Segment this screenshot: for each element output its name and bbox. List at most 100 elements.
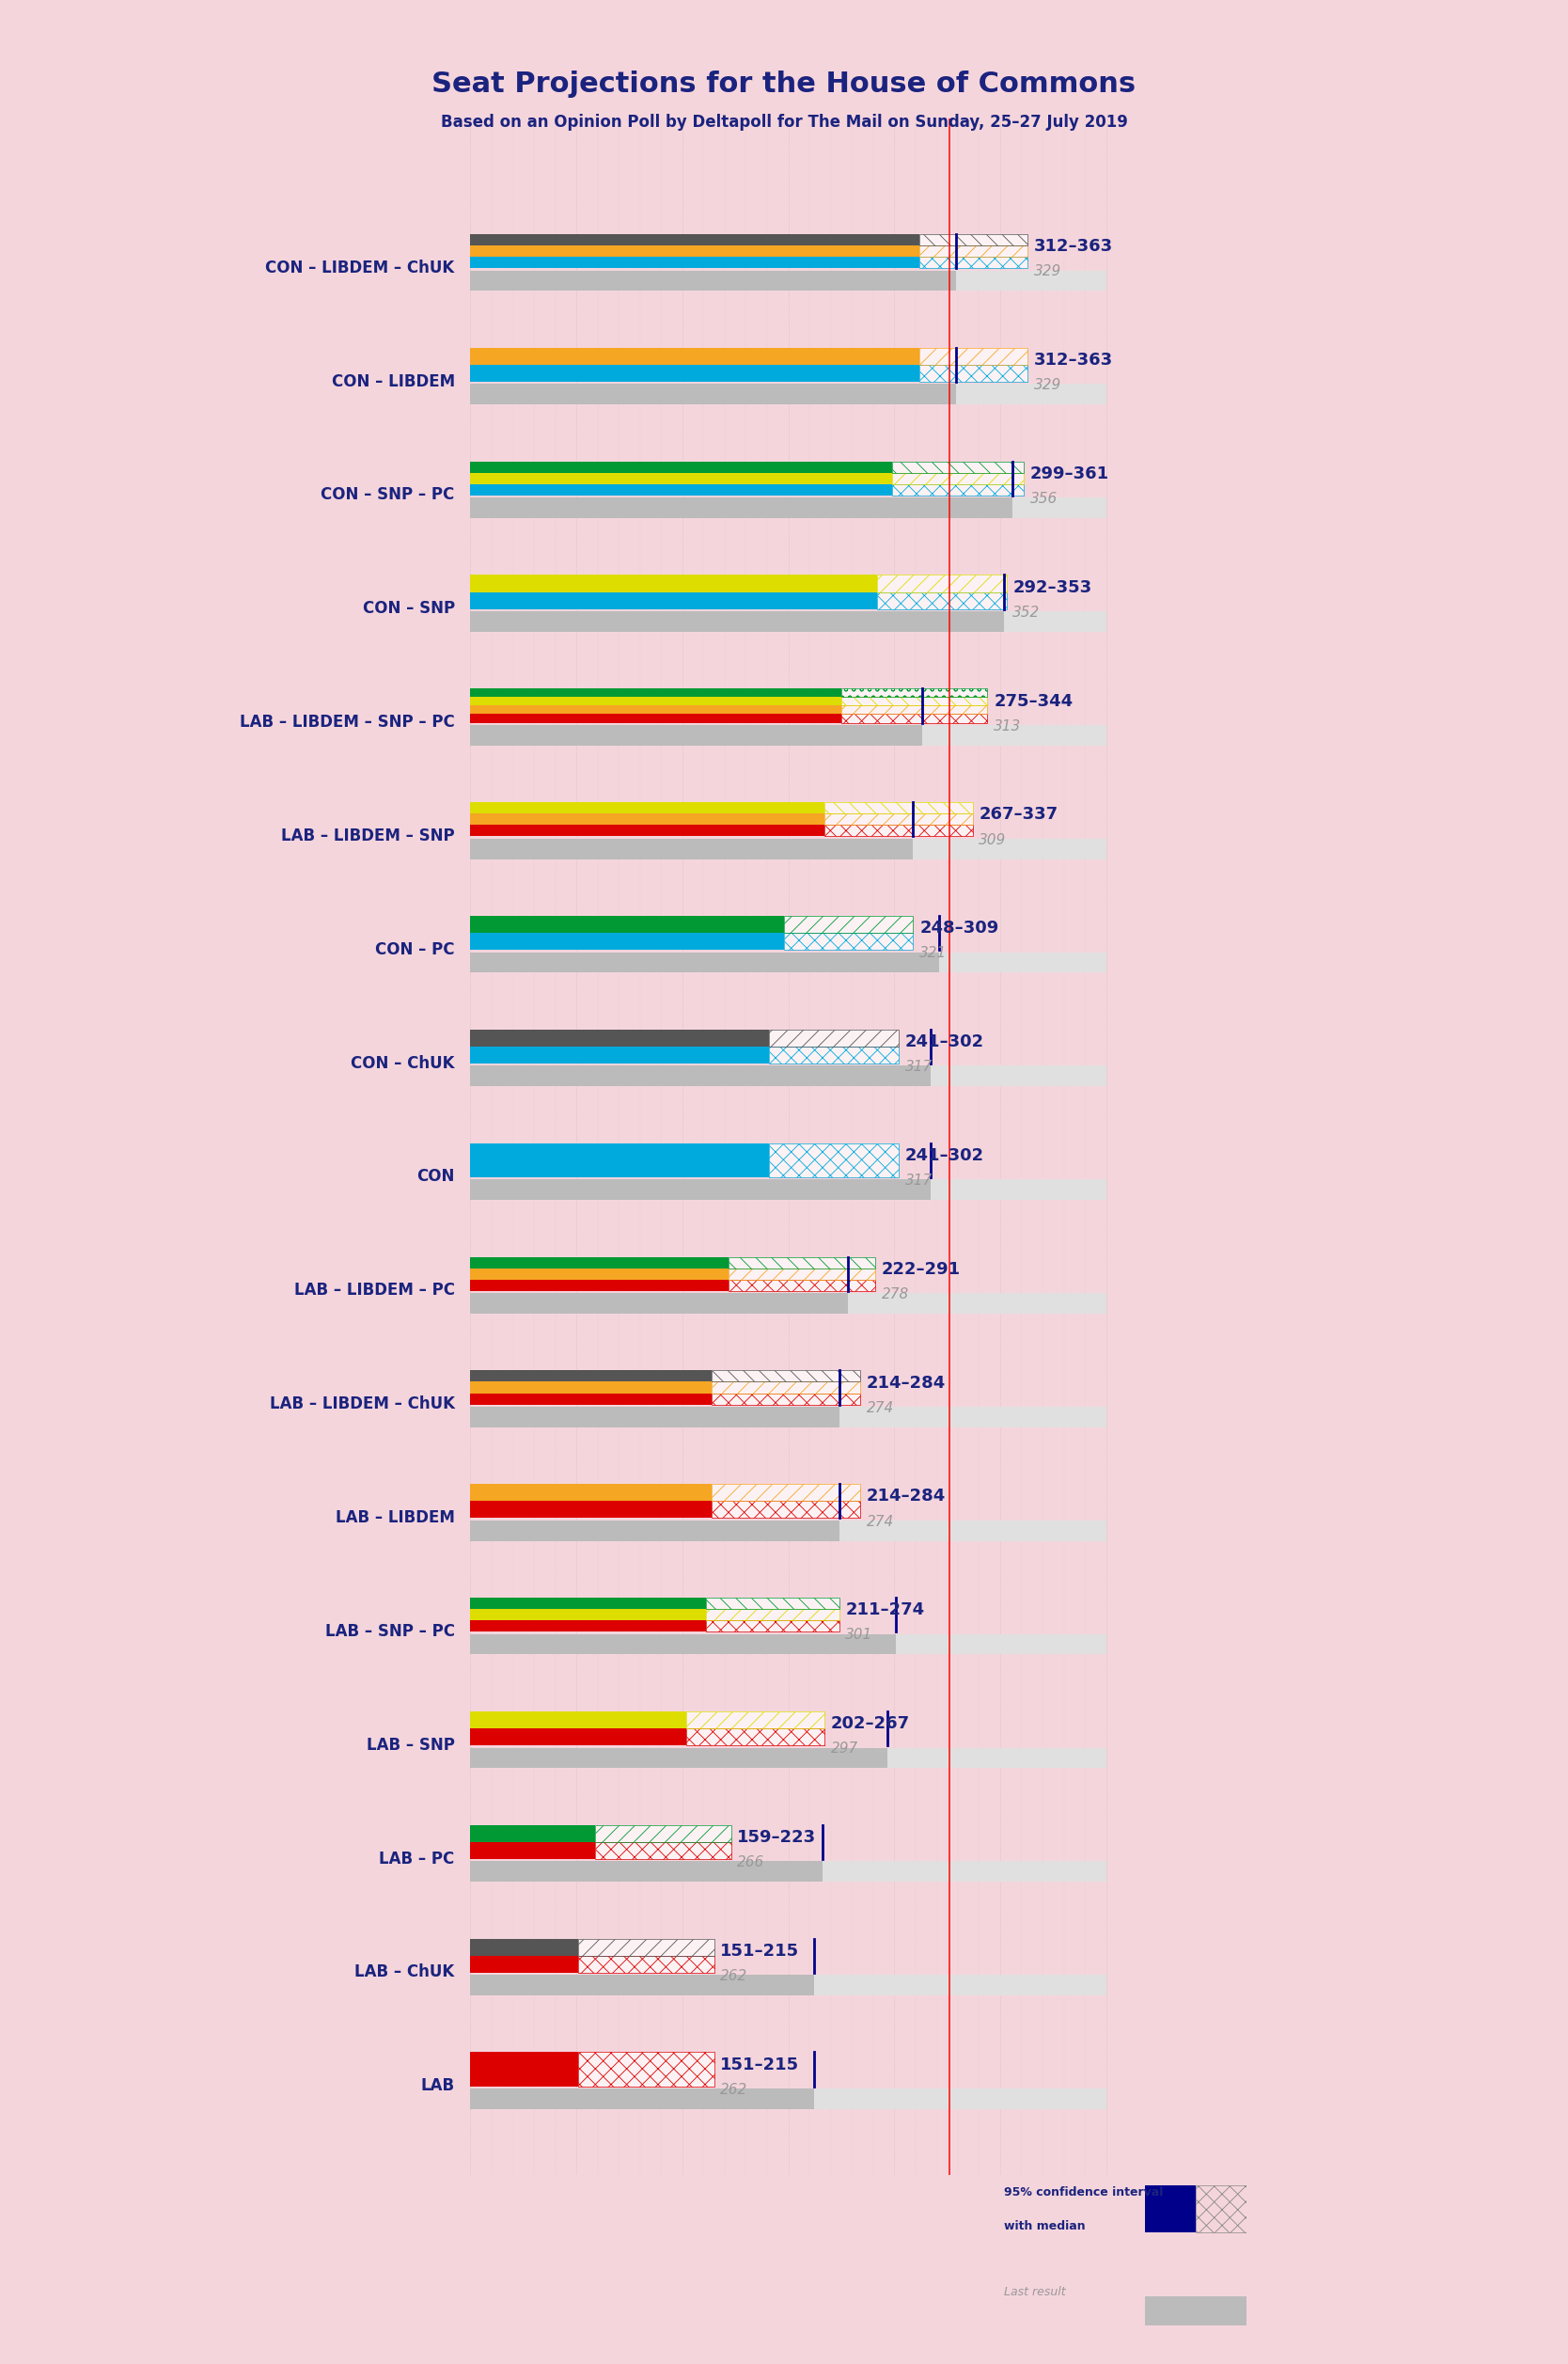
Bar <box>892 461 1024 473</box>
Bar <box>840 697 988 707</box>
Bar <box>706 1610 839 1619</box>
Bar <box>470 1712 687 1728</box>
Bar <box>712 1381 861 1392</box>
Bar <box>712 1485 861 1501</box>
Bar <box>470 348 919 364</box>
Text: 266: 266 <box>737 1856 765 1870</box>
Bar <box>470 726 1105 745</box>
Bar <box>470 1860 822 1882</box>
Text: 329: 329 <box>1033 265 1062 279</box>
Text: 317: 317 <box>905 1173 933 1187</box>
Bar <box>919 364 1027 383</box>
Bar <box>892 485 1024 496</box>
Bar <box>784 915 913 934</box>
Bar <box>470 1371 712 1381</box>
Text: 151–215: 151–215 <box>720 2057 800 2073</box>
Bar <box>470 1747 887 1768</box>
Text: 151–215: 151–215 <box>720 1943 800 1960</box>
Bar <box>470 1955 579 1972</box>
Bar <box>470 1267 729 1279</box>
Text: 241–302: 241–302 <box>905 1033 983 1050</box>
Text: 202–267: 202–267 <box>831 1716 909 1733</box>
Bar <box>470 1258 729 1267</box>
Bar <box>470 2087 814 2109</box>
Text: 214–284: 214–284 <box>867 1487 946 1506</box>
Bar <box>892 473 1024 485</box>
Bar <box>706 1619 839 1631</box>
Bar <box>470 1392 712 1404</box>
Bar <box>470 234 919 246</box>
Bar <box>579 1938 713 1955</box>
Bar <box>1195 2184 1247 2232</box>
Bar <box>729 1267 875 1279</box>
Bar <box>919 348 1027 364</box>
Bar <box>596 1842 731 1858</box>
Bar <box>706 1598 839 1610</box>
Bar <box>919 348 1027 364</box>
Bar <box>470 269 1105 291</box>
Text: 275–344: 275–344 <box>994 693 1073 709</box>
Bar <box>784 915 913 934</box>
Bar <box>877 591 1007 610</box>
Bar <box>919 246 1027 258</box>
Bar <box>840 707 988 714</box>
Bar <box>470 1938 579 1955</box>
Text: 248–309: 248–309 <box>919 920 999 936</box>
Bar <box>840 697 988 707</box>
Bar <box>840 714 988 723</box>
Bar <box>825 813 972 825</box>
Bar <box>470 934 784 950</box>
Bar <box>729 1279 875 1291</box>
Bar <box>470 1180 930 1201</box>
Bar <box>470 697 840 707</box>
Text: Last result: Last result <box>1004 2286 1065 2298</box>
Bar <box>470 953 939 972</box>
Bar <box>712 1501 861 1518</box>
Bar <box>877 574 1007 591</box>
Bar <box>470 1180 1105 1201</box>
Bar <box>596 1825 731 1842</box>
Text: 214–284: 214–284 <box>867 1373 946 1392</box>
Bar <box>470 473 892 485</box>
Bar <box>470 714 840 723</box>
Text: 299–361: 299–361 <box>1030 466 1109 482</box>
Text: 292–353: 292–353 <box>1013 579 1091 596</box>
Bar <box>470 1501 712 1518</box>
Bar <box>470 1293 848 1314</box>
Bar <box>470 2052 579 2087</box>
Bar <box>919 258 1027 267</box>
Bar <box>470 612 1105 631</box>
Bar <box>470 839 1105 858</box>
Bar <box>712 1381 861 1392</box>
Text: 309: 309 <box>978 832 1007 846</box>
Bar <box>470 1047 770 1064</box>
Text: 262: 262 <box>720 1969 748 1983</box>
Bar <box>470 1028 770 1047</box>
Bar <box>729 1267 875 1279</box>
Bar <box>706 1619 839 1631</box>
Bar <box>579 1955 713 1972</box>
Text: Seat Projections for the House of Commons: Seat Projections for the House of Common… <box>431 71 1137 99</box>
Bar <box>840 707 988 714</box>
Bar <box>579 2052 713 2087</box>
Bar <box>470 1279 729 1291</box>
Bar <box>470 1634 897 1655</box>
Text: 329: 329 <box>1033 378 1062 392</box>
Bar <box>687 1728 825 1745</box>
Bar <box>470 1619 706 1631</box>
Bar <box>470 1485 712 1501</box>
Bar <box>877 591 1007 610</box>
Bar <box>579 1938 713 1955</box>
Bar <box>784 934 913 950</box>
Bar <box>470 383 1105 404</box>
Text: 274: 274 <box>867 1402 894 1416</box>
Bar <box>470 258 919 267</box>
Bar <box>470 1598 706 1610</box>
Bar <box>919 234 1027 246</box>
Bar <box>470 269 955 291</box>
Bar <box>770 1144 898 1177</box>
Text: 312–363: 312–363 <box>1033 239 1113 255</box>
Bar <box>470 1381 712 1392</box>
Bar <box>579 1955 713 1972</box>
Text: 274: 274 <box>867 1515 894 1530</box>
